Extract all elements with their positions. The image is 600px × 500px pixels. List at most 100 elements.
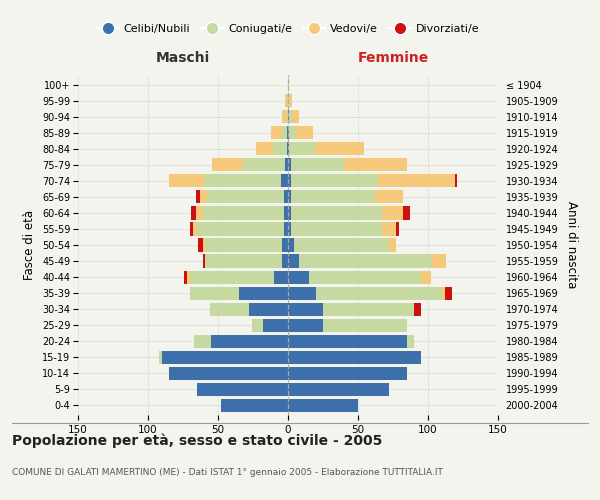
Text: Maschi: Maschi bbox=[156, 52, 210, 66]
Bar bbox=[274, 270, 288, 283]
Bar bbox=[344, 158, 407, 172]
Bar bbox=[445, 286, 452, 300]
Bar bbox=[288, 366, 407, 380]
Bar bbox=[291, 174, 377, 188]
Bar bbox=[288, 206, 291, 220]
Bar bbox=[288, 286, 316, 300]
Bar bbox=[289, 126, 296, 140]
Bar bbox=[288, 222, 291, 235]
Bar bbox=[288, 254, 299, 268]
Bar bbox=[377, 174, 455, 188]
Bar bbox=[293, 238, 389, 252]
Bar bbox=[196, 206, 203, 220]
Bar bbox=[299, 254, 432, 268]
Bar bbox=[211, 334, 288, 348]
Bar bbox=[283, 254, 288, 268]
Bar bbox=[375, 190, 403, 203]
Bar bbox=[159, 350, 162, 364]
Bar bbox=[288, 158, 291, 172]
Bar bbox=[221, 399, 288, 412]
Bar bbox=[287, 142, 288, 156]
Bar bbox=[414, 302, 421, 316]
Bar bbox=[203, 254, 205, 268]
Bar bbox=[162, 350, 288, 364]
Bar bbox=[382, 206, 403, 220]
Bar bbox=[289, 94, 292, 107]
Bar bbox=[421, 270, 431, 283]
Bar bbox=[190, 286, 239, 300]
Bar bbox=[169, 174, 204, 188]
Bar bbox=[205, 254, 283, 268]
Bar bbox=[288, 318, 323, 332]
Bar bbox=[205, 238, 283, 252]
Bar bbox=[382, 222, 396, 235]
Bar bbox=[288, 94, 289, 107]
Text: Femmine: Femmine bbox=[358, 52, 428, 66]
Bar bbox=[207, 190, 284, 203]
Bar bbox=[288, 142, 289, 156]
Bar bbox=[292, 110, 299, 124]
Bar bbox=[283, 238, 288, 252]
Bar bbox=[272, 142, 287, 156]
Bar bbox=[239, 286, 288, 300]
Bar bbox=[288, 110, 289, 124]
Bar bbox=[291, 190, 375, 203]
Bar bbox=[432, 254, 446, 268]
Bar bbox=[203, 206, 284, 220]
Bar bbox=[193, 222, 197, 235]
Bar bbox=[291, 222, 382, 235]
Bar bbox=[407, 334, 414, 348]
Text: Popolazione per età, sesso e stato civile - 2005: Popolazione per età, sesso e stato civil… bbox=[12, 434, 382, 448]
Bar bbox=[389, 238, 396, 252]
Bar bbox=[199, 238, 203, 252]
Bar bbox=[288, 190, 291, 203]
Bar bbox=[288, 126, 289, 140]
Bar bbox=[187, 270, 190, 283]
Bar bbox=[309, 270, 421, 283]
Bar bbox=[197, 222, 284, 235]
Bar bbox=[288, 334, 407, 348]
Bar bbox=[283, 110, 287, 124]
Bar bbox=[200, 190, 207, 203]
Y-axis label: Fasce di età: Fasce di età bbox=[23, 210, 37, 280]
Bar bbox=[197, 383, 288, 396]
Bar bbox=[289, 142, 314, 156]
Legend: Celibi/Nubili, Coniugati/e, Vedovi/e, Divorziati/e: Celibi/Nubili, Coniugati/e, Vedovi/e, Di… bbox=[92, 20, 484, 38]
Bar bbox=[455, 174, 457, 188]
Bar bbox=[209, 302, 249, 316]
Bar bbox=[285, 158, 288, 172]
Bar bbox=[169, 366, 288, 380]
Bar bbox=[190, 222, 193, 235]
Bar bbox=[288, 238, 293, 252]
Bar bbox=[190, 270, 274, 283]
Bar bbox=[291, 206, 382, 220]
Bar bbox=[287, 110, 288, 124]
Bar bbox=[442, 286, 445, 300]
Bar bbox=[288, 174, 291, 188]
Bar bbox=[191, 206, 196, 220]
Bar bbox=[284, 222, 288, 235]
Bar bbox=[196, 190, 200, 203]
Bar bbox=[296, 126, 313, 140]
Bar bbox=[256, 142, 272, 156]
Bar bbox=[249, 302, 288, 316]
Bar bbox=[287, 126, 288, 140]
Bar bbox=[251, 318, 263, 332]
Bar bbox=[289, 110, 292, 124]
Bar bbox=[287, 94, 288, 107]
Text: COMUNE DI GALATI MAMERTINO (ME) - Dati ISTAT 1° gennaio 2005 - Elaborazione TUTT: COMUNE DI GALATI MAMERTINO (ME) - Dati I… bbox=[12, 468, 443, 477]
Bar bbox=[291, 158, 344, 172]
Bar bbox=[288, 270, 309, 283]
Bar bbox=[212, 158, 243, 172]
Bar bbox=[323, 302, 414, 316]
Bar bbox=[243, 158, 285, 172]
Bar bbox=[288, 78, 289, 91]
Bar bbox=[288, 399, 358, 412]
Bar bbox=[184, 270, 187, 283]
Bar bbox=[284, 206, 288, 220]
Bar bbox=[271, 126, 283, 140]
Bar bbox=[403, 206, 410, 220]
Bar bbox=[194, 334, 211, 348]
Y-axis label: Anni di nascita: Anni di nascita bbox=[565, 202, 578, 288]
Bar bbox=[203, 238, 205, 252]
